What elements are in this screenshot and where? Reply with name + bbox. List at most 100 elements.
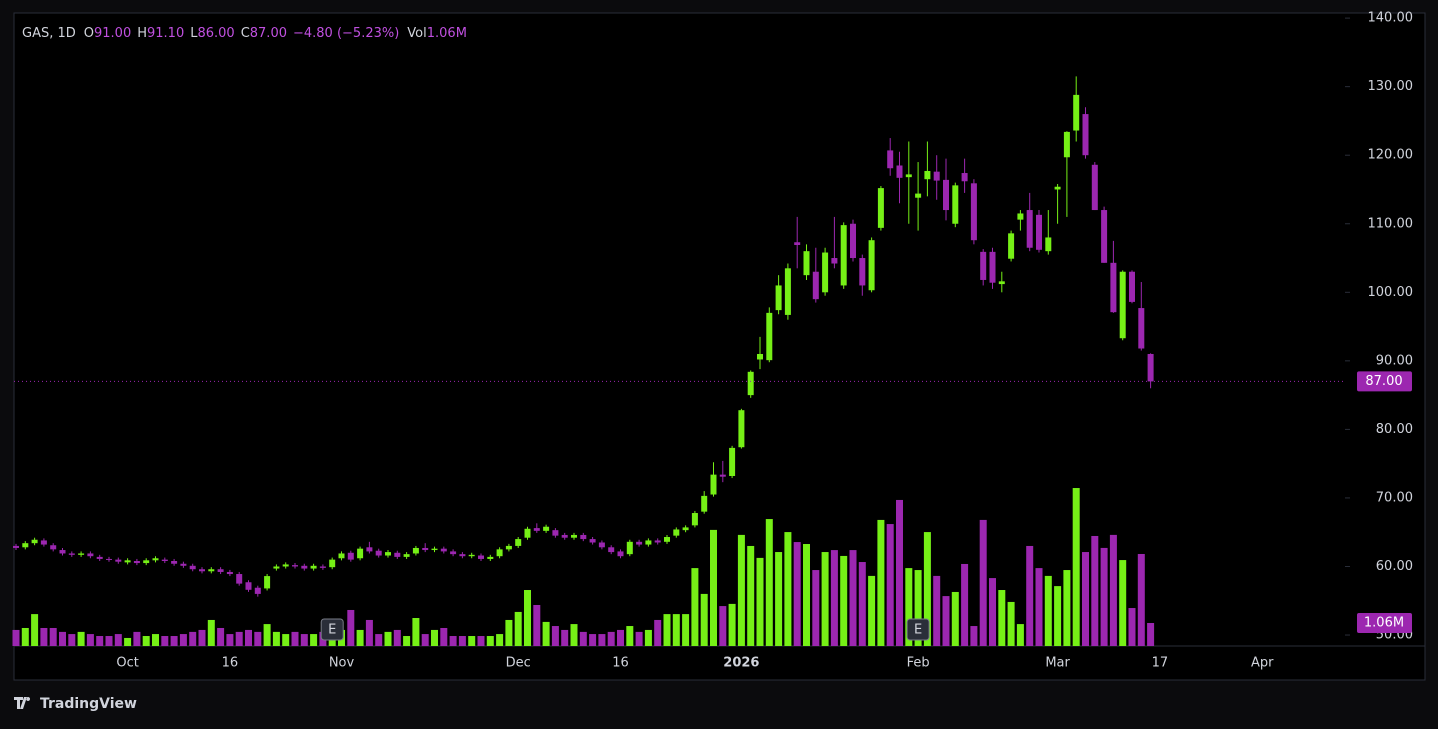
- legend-key: H: [137, 26, 147, 41]
- candle-body: [226, 571, 233, 575]
- x-tick-label: Apr: [1251, 656, 1274, 671]
- candle-body: [357, 548, 364, 559]
- candle-body: [245, 582, 252, 590]
- volume-bar: [942, 596, 950, 646]
- x-tick-label: Mar: [1045, 656, 1070, 671]
- event-marker-label: E: [328, 623, 336, 638]
- volume-bar: [356, 629, 364, 646]
- candle-body: [199, 569, 205, 572]
- volume-bar: [617, 629, 624, 646]
- candle-body: [468, 554, 475, 557]
- volume-bar: [412, 618, 420, 646]
- legend-key: O: [84, 26, 94, 41]
- candle-body: [626, 541, 633, 555]
- volume-bar: [821, 552, 829, 646]
- candle-body: [543, 526, 550, 531]
- candle-body: [440, 548, 447, 552]
- volume-bar: [533, 604, 541, 646]
- volume-bar: [840, 555, 848, 646]
- volume-bar: [570, 624, 578, 646]
- volume-bar: [393, 629, 401, 646]
- volume-bar: [96, 636, 104, 646]
- candle-body: [1138, 308, 1145, 349]
- legend: GAS, 1D O91.00 H91.10 L86.00 C87.00 −4.80 (−5…: [22, 26, 467, 41]
- candle-body: [952, 185, 959, 224]
- volume-bar: [728, 603, 736, 646]
- candle-body: [450, 551, 457, 555]
- volume-bar: [756, 557, 764, 646]
- candle-body: [208, 569, 215, 572]
- candle-body: [691, 513, 698, 526]
- x-tick-label: Oct: [116, 656, 138, 671]
- candle-body: [673, 529, 680, 536]
- volume-bar: [1044, 575, 1052, 646]
- candle-body: [143, 560, 150, 564]
- volume-bar: [421, 634, 429, 646]
- x-tick-label: 16: [222, 656, 239, 671]
- volume-bar: [226, 634, 234, 646]
- volume-bar: [59, 631, 66, 646]
- volume-bar: [347, 609, 355, 646]
- volume-bar: [672, 614, 680, 646]
- candle-body: [1054, 186, 1061, 190]
- volume-bar: [217, 627, 225, 646]
- candle-body: [310, 565, 317, 569]
- legend-key: C: [241, 26, 250, 41]
- volume-bar: [49, 627, 57, 646]
- candle-body: [617, 551, 624, 557]
- volume-bar: [784, 532, 792, 646]
- volume-bar: [933, 575, 941, 646]
- volume-bar: [458, 636, 466, 646]
- candle-body: [859, 258, 866, 286]
- y-tick-label: 120.00: [1368, 148, 1414, 163]
- volume-bar: [1082, 552, 1089, 646]
- candle-body: [766, 312, 773, 361]
- candle-body: [366, 547, 373, 552]
- candle-body: [1119, 271, 1126, 339]
- volume-bar: [12, 629, 20, 646]
- candle-body: [664, 537, 670, 542]
- volume-bar: [1137, 553, 1145, 646]
- candle-body: [385, 552, 391, 556]
- candle-body: [757, 353, 763, 360]
- volume-bar: [868, 575, 876, 646]
- volume-bar: [1026, 545, 1034, 646]
- volume-bar: [793, 542, 801, 646]
- brand-name: TradingView: [40, 696, 137, 712]
- brand-logo: [14, 697, 31, 709]
- volume-bar: [951, 591, 959, 646]
- last-price-label: 87.00: [1365, 374, 1402, 389]
- volume-bar: [105, 636, 113, 646]
- candle-body: [292, 565, 298, 567]
- volume-bar: [207, 619, 215, 646]
- volume-bar: [245, 629, 252, 646]
- volume-bar: [505, 619, 513, 646]
- volume-bar: [365, 619, 373, 646]
- volume-bar: [198, 629, 206, 646]
- candle-body: [924, 170, 931, 180]
- volume-bar: [1147, 622, 1155, 646]
- volume-bar: [803, 544, 810, 646]
- candle-body: [487, 556, 494, 559]
- candle-body: [329, 559, 336, 568]
- volume-bar: [1100, 547, 1108, 646]
- candle-body: [552, 530, 559, 536]
- legend-value: 91.00: [94, 26, 131, 41]
- candle-body: [896, 165, 903, 178]
- candle-body: [775, 285, 782, 311]
- candle-body: [403, 554, 410, 557]
- legend-change: −4.80 (−5.23%): [293, 26, 399, 41]
- candle-body: [784, 268, 791, 315]
- candle-body: [394, 552, 401, 557]
- candle-body: [171, 561, 178, 564]
- volume-bar: [384, 631, 392, 646]
- candle-body: [1110, 262, 1117, 313]
- volume-bar: [682, 614, 690, 646]
- brand: TradingView: [14, 696, 137, 712]
- candle-body: [877, 188, 884, 228]
- candle-body: [636, 541, 643, 545]
- candle-body: [347, 552, 354, 560]
- volume-bar: [644, 629, 652, 646]
- candle-body: [840, 225, 847, 286]
- volume-bar: [189, 631, 197, 646]
